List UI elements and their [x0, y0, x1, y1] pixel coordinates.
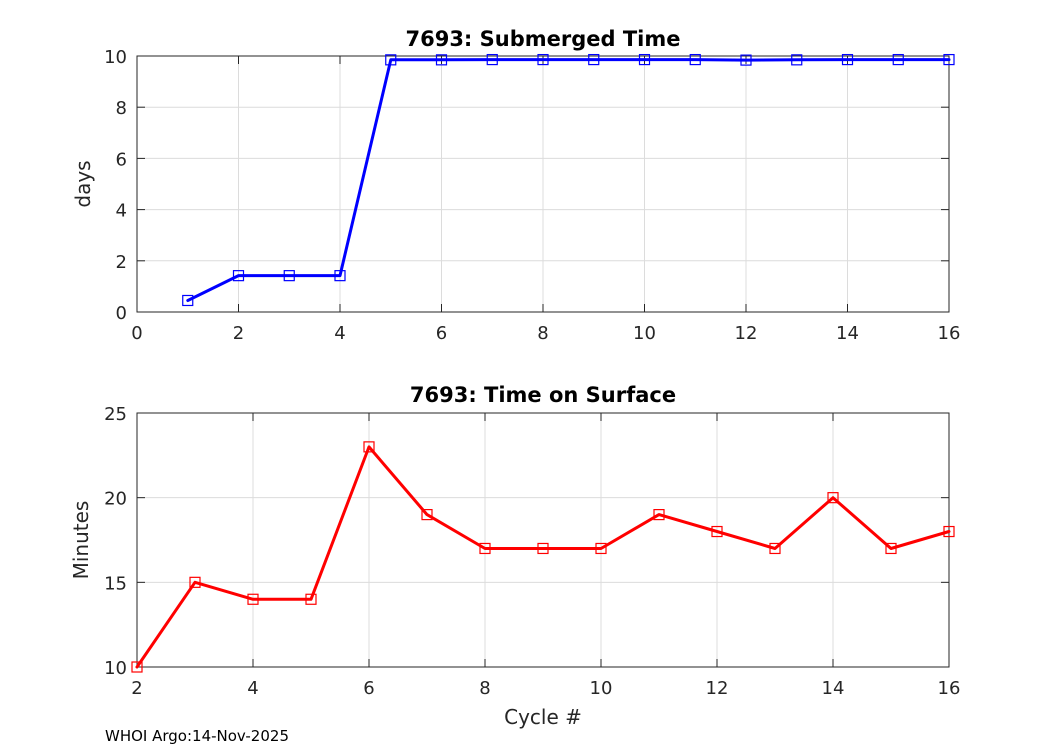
x-axis-label: Cycle #: [504, 705, 582, 729]
y-tick-label: 4: [116, 201, 127, 222]
x-tick-label: 6: [363, 678, 374, 699]
data-point-marker: [363, 441, 375, 453]
submerged-time-chart: 0 2 4 6 8 10 12 14 16 0 2 4 6 8 10 7693: Submerged Time…: [71, 27, 960, 344]
data-point-marker: [791, 54, 803, 66]
y-tick-label: 25: [104, 404, 127, 425]
series-line: [135, 445, 951, 669]
y-tick-label: 10: [104, 47, 127, 68]
x-tick-label: 12: [735, 323, 758, 344]
x-tick-label: 10: [590, 678, 613, 699]
data-point-marker: [232, 270, 245, 282]
data-point-marker: [182, 294, 194, 307]
data-point-marker: [486, 53, 498, 66]
y-axis-label: days: [71, 160, 95, 207]
surface-time-chart: 2 4 6 8 10 12 14 16 10 15 20 25 7693: Time on Surfac…: [69, 383, 960, 729]
data-point-marker: [885, 542, 897, 555]
plot-area: [137, 413, 949, 667]
x-tick-label: 8: [479, 678, 490, 699]
data-point-marker: [595, 542, 607, 555]
data-point-marker: [131, 661, 143, 673]
x-tick-label: 4: [334, 323, 345, 344]
data-point-marker: [247, 593, 259, 605]
x-tick-label: 12: [706, 678, 729, 699]
footer-text: WHOI Argo:14-Nov-2025: [105, 727, 289, 745]
axes-box: [136, 412, 950, 668]
data-point-marker: [421, 509, 433, 521]
data-point-marker: [892, 53, 904, 66]
chart-title: 7693: Time on Surface: [410, 383, 676, 407]
data-point-marker: [305, 593, 317, 605]
y-tick-label: 0: [116, 303, 127, 324]
data-point-marker: [740, 54, 752, 66]
data-point-marker: [385, 54, 397, 66]
y-tick-label: 6: [116, 149, 127, 170]
y-tick-label: 8: [116, 98, 127, 119]
data-point-marker: [588, 53, 600, 66]
data-point-marker: [711, 525, 723, 538]
data-point-marker: [943, 53, 955, 66]
x-tick-label: 4: [247, 678, 258, 699]
x-tick-label: 6: [436, 323, 447, 344]
y-tick-label: 2: [116, 252, 127, 273]
x-tick-label: 2: [233, 323, 244, 344]
y-axis-label: Minutes: [69, 501, 93, 580]
data-point-marker: [435, 54, 448, 66]
data-point-marker: [638, 53, 651, 66]
series-line: [186, 58, 951, 302]
x-tick-label: 16: [938, 678, 961, 699]
x-tick-label: 8: [537, 323, 548, 344]
data-point-marker: [283, 270, 295, 282]
x-tick-label: 14: [822, 678, 845, 699]
data-point-marker: [479, 542, 491, 555]
data-point-marker: [943, 525, 955, 538]
data-point-marker: [689, 53, 701, 66]
data-point-marker: [537, 542, 549, 555]
data-point-marker: [537, 53, 549, 66]
x-tick-label: 2: [131, 678, 142, 699]
data-point-marker: [334, 270, 346, 282]
data-point-marker: [841, 53, 854, 66]
y-tick-label: 15: [104, 573, 127, 594]
chart-title: 7693: Submerged Time: [405, 27, 680, 51]
x-tick-label: 0: [131, 323, 142, 344]
data-point-marker: [189, 576, 201, 588]
y-tick-label: 10: [104, 658, 127, 679]
x-tick-label: 14: [836, 323, 859, 344]
data-point-marker: [653, 509, 665, 521]
y-tick-label: 20: [104, 489, 127, 510]
x-tick-label: 16: [938, 323, 961, 344]
data-point-marker: [769, 542, 781, 555]
x-tick-label: 10: [633, 323, 656, 344]
data-point-marker: [827, 492, 839, 504]
